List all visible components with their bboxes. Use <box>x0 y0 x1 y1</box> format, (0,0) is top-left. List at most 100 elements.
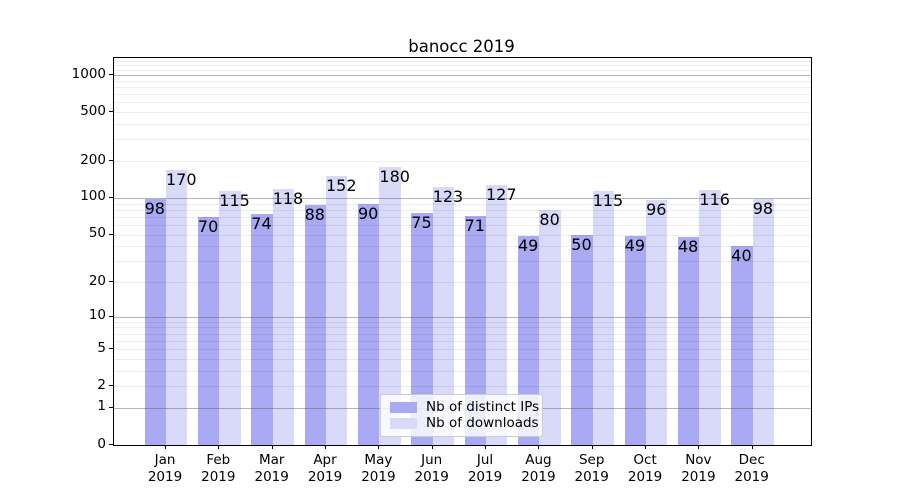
y-tick-label-50: 50 <box>88 225 106 241</box>
gridline-minor-20 <box>114 282 811 283</box>
y-tick-500 <box>109 111 113 113</box>
gridline-minor-500 <box>114 112 811 114</box>
y-tick-200 <box>109 160 113 161</box>
x-tick-label-oct: Oct 2019 <box>614 452 676 485</box>
y-tick-label-100: 100 <box>80 188 106 205</box>
gridline-minor-8 <box>114 327 811 329</box>
x-tick-may <box>378 445 380 449</box>
chart-title: banocc 2019 <box>408 37 515 56</box>
y-tick-0 <box>109 444 113 445</box>
plot-area: 98 170 70 115 74 118 88 152 90 180 75 123 71 127 49 80 5… <box>113 57 812 446</box>
gridline-minor-60 <box>114 224 811 226</box>
bar-ips-mar: 74 <box>251 213 273 445</box>
x-tick-year: 2019 <box>521 468 556 485</box>
gridline-minor-300 <box>114 139 811 141</box>
gridline-major-10 <box>114 316 811 318</box>
x-tick-year: 2019 <box>254 468 289 485</box>
x-tick-year: 2019 <box>574 468 609 485</box>
x-tick-label-jun: Jun 2019 <box>401 452 463 485</box>
gridline-minor-50 <box>114 234 811 236</box>
y-tick-10 <box>109 315 113 317</box>
y-tick-label-20: 20 <box>88 272 106 289</box>
bar-ips-nov: 48 <box>678 236 700 445</box>
legend-label-downloads: Nb of downloads <box>426 415 539 431</box>
x-tick-month: Oct <box>633 452 657 468</box>
bar-downloads-dec: 98 <box>752 198 775 445</box>
x-tick-year: 2019 <box>201 468 236 485</box>
y-tick-label-2: 2 <box>97 376 106 393</box>
x-tick-year: 2019 <box>681 468 716 485</box>
x-tick-month: Dec <box>738 452 765 468</box>
gridline-minor-900 <box>114 80 811 82</box>
bar-ips-may: 90 <box>358 203 380 445</box>
y-tick-label-5: 5 <box>97 339 106 356</box>
y-tick-2 <box>109 385 113 387</box>
x-tick-label-mar: Mar 2019 <box>241 452 303 485</box>
y-tick-20 <box>109 281 113 282</box>
legend-entry-downloads: Nb of downloads <box>390 416 539 431</box>
x-tick-month: Jun <box>421 452 443 468</box>
x-tick-label-nov: Nov 2019 <box>667 452 729 485</box>
gridline-minor-800 <box>114 87 811 88</box>
x-tick-year: 2019 <box>147 468 183 485</box>
bar-downloads-may: 180 <box>379 166 410 445</box>
x-tick-label-sep: Sep 2019 <box>561 452 623 485</box>
legend-swatch-downloads <box>390 418 417 429</box>
x-tick-month: Mar <box>258 452 285 468</box>
x-tick-month: Jul <box>476 452 494 468</box>
bar-downloads-aug: 80 <box>539 209 561 445</box>
gridline-minor-80 <box>114 209 811 211</box>
bar-ips-apr: 88 <box>304 204 326 445</box>
x-tick-sep <box>591 445 593 449</box>
gridline-minor-6 <box>114 340 811 342</box>
y-tick-1 <box>109 406 113 408</box>
gridline-major-100 <box>114 197 811 199</box>
y-tick-label-10: 10 <box>88 307 106 324</box>
x-tick-month: Nov <box>685 452 712 468</box>
gridline-minor-1200 <box>114 65 811 67</box>
x-tick-month: Feb <box>206 452 231 468</box>
x-tick-label-apr: Apr 2019 <box>294 452 356 485</box>
bar-downloads-apr: 152 <box>326 175 357 445</box>
bar-downloads-feb: 115 <box>219 190 250 445</box>
y-tick-label-500: 500 <box>80 102 106 119</box>
gridline-minor-1300 <box>114 61 811 62</box>
y-tick-100 <box>109 196 113 198</box>
x-tick-month: Apr <box>313 452 337 468</box>
x-tick-label-jul: Jul 2019 <box>454 452 516 485</box>
gridline-minor-2 <box>114 386 811 388</box>
x-tick-nov <box>698 445 700 449</box>
gridline-major-1000 <box>114 75 811 76</box>
gridline-minor-1100 <box>114 69 811 71</box>
bar-ips-jan: 98 <box>144 198 166 445</box>
x-tick-month: Jan <box>154 452 176 468</box>
gridline-minor-600 <box>114 102 811 104</box>
bar-ips-oct: 49 <box>624 235 647 445</box>
gridline-minor-30 <box>114 261 811 263</box>
x-tick-label-feb: Feb 2019 <box>187 452 249 485</box>
y-tick-50 <box>109 233 113 235</box>
legend-swatch-ips <box>390 402 417 413</box>
bar-downloads-sep: 115 <box>592 190 623 445</box>
x-tick-month: Aug <box>525 452 552 468</box>
x-tick-apr <box>325 445 326 449</box>
x-tick-label-dec: Dec 2019 <box>721 452 783 485</box>
y-tick-1000 <box>109 74 113 75</box>
gridline-minor-5 <box>114 349 811 351</box>
y-tick-label-0: 0 <box>97 435 106 452</box>
bar-ips-sep: 50 <box>571 234 593 445</box>
x-tick-label-aug: Aug 2019 <box>507 452 569 485</box>
y-tick-5 <box>109 348 113 350</box>
x-tick-month: Sep <box>578 452 605 468</box>
gridline-minor-3 <box>114 370 811 372</box>
bar-downloads-jun: 123 <box>432 186 463 445</box>
x-tick-oct <box>645 445 647 449</box>
x-tick-year: 2019 <box>414 468 449 485</box>
gridline-minor-700 <box>114 94 811 96</box>
gridline-minor-4 <box>114 358 811 360</box>
y-tick-label-1: 1 <box>97 398 106 415</box>
bar-ips-jul: 71 <box>464 216 486 445</box>
x-tick-year: 2019 <box>361 468 396 485</box>
x-tick-dec <box>751 445 753 449</box>
